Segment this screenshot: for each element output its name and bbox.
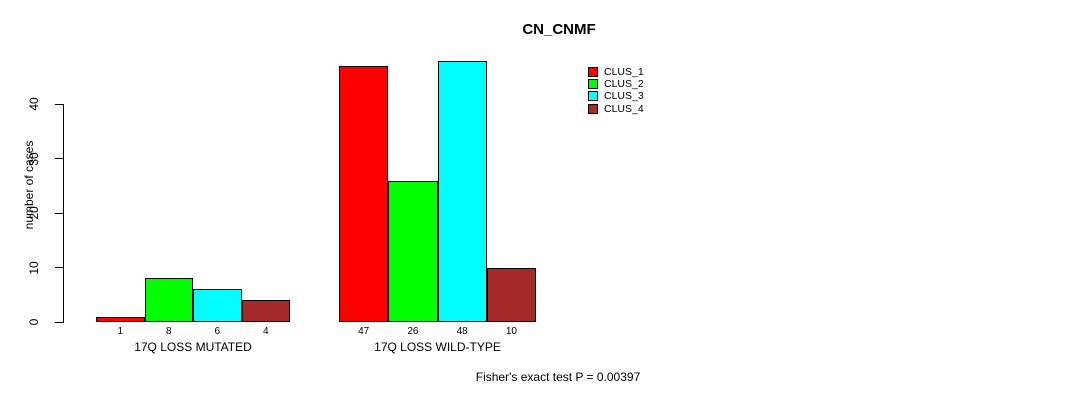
y-tick-mark xyxy=(55,103,63,105)
bar-value-label: 1 xyxy=(117,326,124,337)
chart-title: CN_CNMF xyxy=(522,21,596,38)
legend-item-label: CLUS_3 xyxy=(604,90,644,103)
y-tick-label: 40 xyxy=(27,97,41,112)
bar-clus_2 xyxy=(388,180,438,322)
y-axis-line xyxy=(63,104,64,323)
bar-value-label: 6 xyxy=(214,326,221,337)
legend-item-label: CLUS_2 xyxy=(604,78,644,91)
legend-item: CLUS_2 xyxy=(588,78,644,90)
bar-value-label: 4 xyxy=(262,326,269,337)
bar-clus_4 xyxy=(241,300,290,322)
bar-clus_3 xyxy=(193,289,242,322)
footer-stat-note: Fisher's exact test P = 0.00397 xyxy=(475,370,641,384)
y-tick-mark xyxy=(55,267,63,269)
bar-value-label: 48 xyxy=(456,326,468,337)
group-label: 17Q LOSS WILD-TYPE xyxy=(374,340,501,354)
bar-clus_3 xyxy=(437,60,487,322)
bar-clus_2 xyxy=(144,278,193,322)
legend-swatch-icon xyxy=(588,67,598,77)
bar-value-label: 26 xyxy=(407,326,419,337)
bar-value-label: 8 xyxy=(165,326,172,337)
legend-swatch-icon xyxy=(588,91,598,102)
y-tick-mark xyxy=(55,321,63,323)
y-tick-mark xyxy=(55,212,63,214)
legend-item: CLUS_3 xyxy=(588,90,644,102)
group-label: 17Q LOSS MUTATED xyxy=(134,340,252,354)
legend-item-label: CLUS_4 xyxy=(604,102,644,115)
legend-item-label: CLUS_1 xyxy=(604,66,644,78)
bar-clus_4 xyxy=(486,267,536,322)
bar-clus_1 xyxy=(339,66,389,322)
legend-item: CLUS_4 xyxy=(588,103,644,115)
y-tick-mark xyxy=(55,158,63,160)
y-tick-label: 0 xyxy=(27,318,41,326)
bar-value-label: 47 xyxy=(358,326,370,337)
y-tick-label: 30 xyxy=(27,152,41,166)
y-tick-label: 20 xyxy=(27,206,41,220)
legend-item: CLUS_1 xyxy=(588,66,644,78)
y-tick-label: 10 xyxy=(27,260,41,275)
bar-value-label: 10 xyxy=(505,326,517,337)
legend-swatch-icon xyxy=(588,79,598,90)
bar-clus_1 xyxy=(96,316,145,322)
legend-swatch-icon xyxy=(588,103,598,114)
